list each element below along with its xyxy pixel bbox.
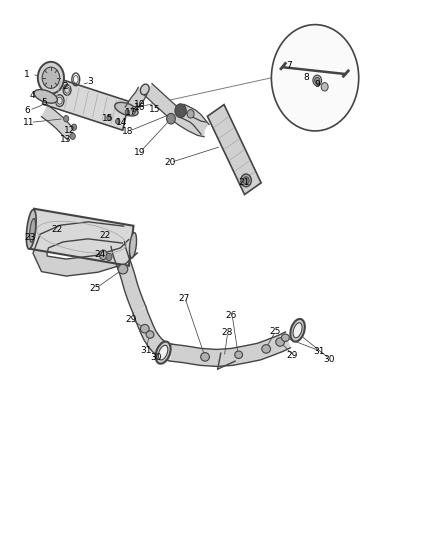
Text: 30: 30 [150, 353, 162, 362]
Ellipse shape [293, 323, 302, 338]
Circle shape [70, 133, 75, 140]
Circle shape [313, 75, 321, 86]
Polygon shape [111, 242, 146, 314]
Text: 30: 30 [323, 355, 335, 364]
Circle shape [166, 114, 175, 124]
Text: 4: 4 [29, 91, 35, 100]
Text: 23: 23 [25, 233, 36, 243]
Text: 29: 29 [286, 351, 298, 360]
Polygon shape [145, 84, 206, 136]
Ellipse shape [155, 342, 171, 364]
Ellipse shape [118, 264, 128, 274]
Text: 26: 26 [226, 311, 237, 320]
Text: 2: 2 [63, 82, 68, 91]
Ellipse shape [34, 90, 57, 103]
Text: 31: 31 [314, 347, 325, 356]
Text: 10: 10 [134, 100, 145, 109]
Text: 19: 19 [134, 148, 145, 157]
Text: 28: 28 [221, 328, 233, 337]
Polygon shape [42, 75, 129, 130]
Ellipse shape [130, 232, 137, 258]
Ellipse shape [30, 219, 35, 242]
Text: 6: 6 [24, 106, 30, 115]
Text: 21: 21 [239, 178, 250, 187]
Ellipse shape [26, 209, 36, 249]
Ellipse shape [235, 351, 243, 359]
Ellipse shape [262, 345, 271, 353]
Text: 12: 12 [64, 126, 75, 135]
Circle shape [71, 124, 77, 131]
Text: 16: 16 [134, 102, 145, 111]
Text: 13: 13 [60, 135, 71, 144]
Circle shape [321, 83, 328, 91]
Circle shape [106, 253, 112, 261]
Text: 18: 18 [123, 127, 134, 136]
Text: 22: 22 [51, 225, 62, 234]
Ellipse shape [282, 334, 289, 342]
Text: 25: 25 [269, 327, 281, 336]
Polygon shape [170, 332, 290, 367]
Circle shape [241, 174, 251, 187]
Ellipse shape [115, 102, 138, 116]
Circle shape [243, 176, 249, 184]
Text: 9: 9 [314, 80, 320, 89]
Text: 29: 29 [125, 315, 137, 324]
Ellipse shape [141, 325, 149, 333]
Text: 14: 14 [117, 118, 128, 127]
Text: 8: 8 [304, 72, 309, 82]
Polygon shape [125, 87, 147, 115]
Text: 5: 5 [42, 98, 47, 107]
Circle shape [107, 115, 111, 120]
Circle shape [132, 107, 136, 112]
Ellipse shape [141, 84, 149, 95]
Ellipse shape [159, 345, 168, 360]
Polygon shape [42, 105, 75, 140]
Ellipse shape [290, 319, 305, 342]
Text: 17: 17 [125, 108, 137, 117]
Ellipse shape [146, 331, 154, 338]
Polygon shape [208, 104, 261, 195]
Text: 24: 24 [95, 251, 106, 260]
Circle shape [64, 116, 69, 122]
Text: 7: 7 [286, 61, 292, 70]
Text: 27: 27 [178, 294, 190, 303]
Polygon shape [180, 104, 209, 134]
Text: 15: 15 [102, 114, 113, 123]
Text: 15: 15 [149, 104, 161, 114]
Text: 11: 11 [23, 118, 35, 127]
Text: 3: 3 [87, 77, 93, 86]
Circle shape [125, 110, 130, 115]
Circle shape [42, 67, 60, 88]
Polygon shape [33, 222, 137, 276]
Text: 20: 20 [164, 158, 176, 167]
Circle shape [116, 119, 120, 124]
Circle shape [314, 77, 320, 84]
Polygon shape [133, 307, 172, 361]
Ellipse shape [201, 353, 209, 361]
Circle shape [99, 250, 107, 260]
Text: 22: 22 [100, 231, 111, 240]
Circle shape [272, 25, 359, 131]
Ellipse shape [276, 338, 285, 346]
Text: 1: 1 [24, 70, 30, 78]
Text: 25: 25 [89, 284, 100, 293]
Circle shape [38, 62, 64, 94]
Circle shape [187, 110, 194, 118]
Text: 31: 31 [140, 346, 152, 355]
Polygon shape [29, 209, 134, 266]
Circle shape [175, 104, 186, 118]
